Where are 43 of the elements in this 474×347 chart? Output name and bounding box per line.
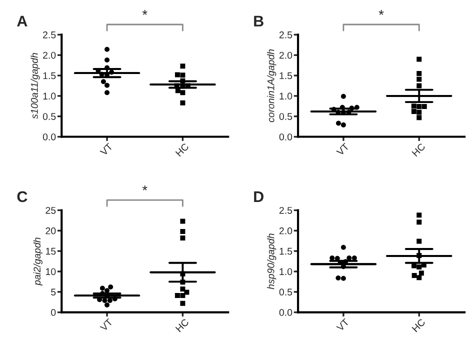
text: * xyxy=(378,10,384,15)
chart-title: D xyxy=(254,191,264,202)
y-tick-label: 2.0 xyxy=(279,227,292,234)
y-tick-label: 10 xyxy=(46,268,56,276)
x-tick-label: HC xyxy=(412,142,426,157)
y-tick-label: 2.0 xyxy=(43,52,56,59)
y-tick-label: 0.5 xyxy=(42,113,56,120)
y-tick-label: 0.0 xyxy=(42,133,56,140)
x-tick-label: VT xyxy=(100,142,114,156)
chart-title: A xyxy=(17,16,28,26)
y-tick-label: 25 xyxy=(46,206,56,214)
y-tick-label: 20 xyxy=(46,227,56,234)
text: * xyxy=(142,10,148,15)
chart-title: C xyxy=(17,191,28,202)
y-tick-label: 1.0 xyxy=(280,92,292,100)
x-tick-label: HC xyxy=(175,318,190,332)
y-axis-title: s100a11/gapdh xyxy=(30,53,40,119)
y-tick-label: 1.5 xyxy=(280,248,292,255)
y-axis-title: hsp90/gapdh xyxy=(267,234,276,290)
y-tick-label: 1.0 xyxy=(43,92,56,100)
y-axis-title: coronin1A/gapdh xyxy=(267,49,276,122)
x-tick-label: VT xyxy=(336,318,350,332)
x-tick-label: VT xyxy=(100,318,114,332)
y-axis-title: pai2/gapdh xyxy=(33,238,42,286)
y-tick-label: 1.5 xyxy=(43,72,56,80)
chart-title: B xyxy=(254,16,264,26)
text: * xyxy=(142,186,148,190)
y-tick-label: 15 xyxy=(46,248,56,255)
y-tick-label: 1.0 xyxy=(280,268,292,276)
y-tick-label: 0.0 xyxy=(279,309,292,316)
y-tick-label: 2.0 xyxy=(279,52,292,59)
y-tick-label: 2.5 xyxy=(279,31,292,38)
y-tick-label: 1.5 xyxy=(280,72,292,80)
x-tick-label: VT xyxy=(336,142,350,156)
y-tick-label: 0.0 xyxy=(279,133,292,140)
x-tick-label: HC xyxy=(412,318,426,332)
y-tick-label: 0.5 xyxy=(279,113,292,120)
y-tick-label: 0.5 xyxy=(279,288,292,296)
y-tick-label: 2.5 xyxy=(279,206,292,214)
y-tick-label: 0 xyxy=(51,309,56,316)
x-tick-label: HC xyxy=(175,142,190,157)
y-tick-label: 2.5 xyxy=(43,31,56,38)
y-tick-label: 5 xyxy=(51,288,56,296)
